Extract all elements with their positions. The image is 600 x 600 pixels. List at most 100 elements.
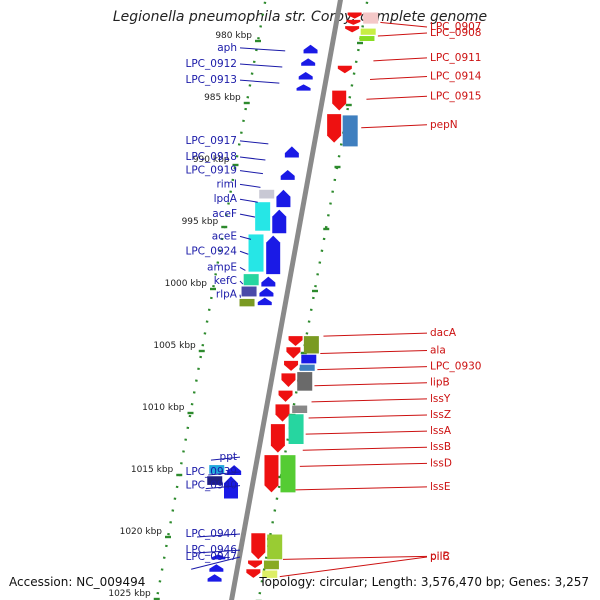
right-gene-label: lssA [430, 425, 452, 437]
right-label-leader [323, 332, 428, 337]
right-label-leader [282, 555, 428, 560]
left-gene-label: LPC_0912 [186, 58, 238, 70]
scale-tick-label: 990 kbp [193, 155, 230, 165]
right-label-leader [314, 382, 428, 387]
right-label-leader [308, 414, 428, 419]
reverse-category-bar [209, 465, 225, 474]
right-label-leader [377, 32, 428, 37]
scale-tick-label: 980 kbp [215, 31, 252, 41]
scale-tick-label: 1010 kbp [142, 403, 185, 413]
left-gene-label: LPC_0919 [186, 165, 238, 177]
forward-cds-arrow [288, 336, 303, 347]
right-gene-label: LPC_0930 [430, 361, 482, 373]
right-gene-label: LPC_0908 [430, 27, 482, 39]
left-gene-label: kefC [214, 275, 237, 287]
left-gene-label: aceF [212, 208, 237, 220]
left-label-leader [208, 471, 241, 476]
reverse-cds-arrow [261, 276, 276, 287]
left-label-leader [239, 235, 252, 240]
reverse-category-bar [241, 286, 257, 297]
reverse-category-bar [259, 189, 275, 199]
left-label-leader [210, 456, 241, 461]
forward-category-bar [360, 28, 376, 35]
reverse-category-bar [248, 234, 264, 272]
right-label-leader [299, 462, 428, 467]
left-label-leader [191, 556, 241, 570]
reverse-category-bar [243, 274, 259, 286]
right-gene-label: pilC [430, 551, 450, 563]
forward-cds-arrow [270, 424, 285, 453]
right-label-leader [369, 75, 428, 80]
forward-cds-arrow [337, 65, 352, 74]
forward-cds-arrow [284, 360, 299, 371]
reverse-category-bar [239, 298, 255, 307]
left-label-leader [196, 533, 241, 538]
forward-cds-arrow [345, 26, 360, 33]
reverse-cds-arrow [296, 84, 311, 91]
forward-category-bar [288, 414, 304, 444]
left-gene-label: rlpA [216, 289, 238, 301]
forward-cds-arrow [248, 560, 263, 568]
right-gene-label: LPC_0911 [430, 52, 482, 64]
left-gene-label: rimI [216, 178, 237, 190]
right-label-leader [279, 556, 428, 578]
accession-label: Accession: NC_009494 [9, 575, 146, 589]
reverse-cds-arrow [259, 287, 274, 297]
right-label-leader [380, 21, 428, 28]
right-gene-label: pilB [430, 550, 450, 562]
forward-category-bar [297, 372, 313, 391]
scale-tick-label: 995 kbp [182, 217, 219, 227]
left-label-leader [239, 213, 256, 218]
forward-cds-arrow [346, 19, 361, 25]
right-gene-label: lssZ [430, 409, 451, 421]
right-gene-label: dacA [430, 327, 457, 339]
right-gene-label: ala [430, 344, 446, 356]
right-gene-label: lssE [430, 481, 451, 493]
right-label-leader [302, 446, 428, 451]
forward-category-bar [303, 336, 319, 354]
left-gene-label: LPC_0940 [186, 480, 238, 492]
left-label-leader [239, 63, 283, 68]
forward-cds-arrow [251, 533, 266, 560]
forward-cds-arrow [327, 114, 342, 143]
right-gene-label: LPC_0915 [430, 90, 482, 102]
forward-category-bar [359, 36, 375, 41]
left-gene-label: LPC_0947 [186, 551, 238, 563]
left-label-leader [239, 47, 286, 52]
left-label-leader [205, 485, 241, 490]
right-label-leader [311, 398, 428, 403]
left-gene-label: ampE [207, 261, 237, 273]
right-label-leader [366, 95, 428, 100]
left-gene-label: LPC_0918 [186, 151, 238, 163]
reverse-cds-arrow [272, 209, 287, 234]
right-label-leader [317, 366, 428, 371]
reverse-category-bar [207, 476, 223, 485]
right-label-leader [361, 124, 428, 129]
reverse-cds-arrow [209, 564, 224, 572]
left-gene-label: LPC_0946 [186, 544, 238, 556]
forward-category-bar [363, 12, 379, 24]
forward-cds-arrow [264, 455, 279, 493]
left-gene-label: LPC_0944 [186, 528, 238, 540]
right-gene-label: lssD [430, 457, 452, 469]
forward-category-bar [342, 115, 358, 147]
left-gene-label: LPC_0939 [186, 466, 238, 478]
scale-track-inner-right [257, 0, 369, 600]
right-gene-label: pepN [430, 119, 458, 131]
forward-cds-arrow [278, 390, 293, 402]
left-label-leader [239, 170, 263, 175]
left-gene-label: LPC_0917 [186, 135, 238, 147]
right-gene-label: LPC_0907 [430, 21, 482, 33]
left-label-leader [239, 250, 249, 255]
scale-tick-label: 1000 kbp [165, 279, 208, 289]
reverse-category-bar [255, 202, 271, 231]
forward-cds-arrow [347, 12, 362, 19]
left-label-leader [239, 266, 246, 271]
reverse-cds-arrow [266, 235, 281, 275]
topology-summary: Topology: circular; Length: 3,576,470 bp… [259, 575, 589, 589]
right-gene-label: lipB [430, 377, 450, 389]
forward-category-bar [299, 364, 315, 371]
right-label-leader [295, 486, 428, 491]
left-label-leader [239, 198, 258, 203]
